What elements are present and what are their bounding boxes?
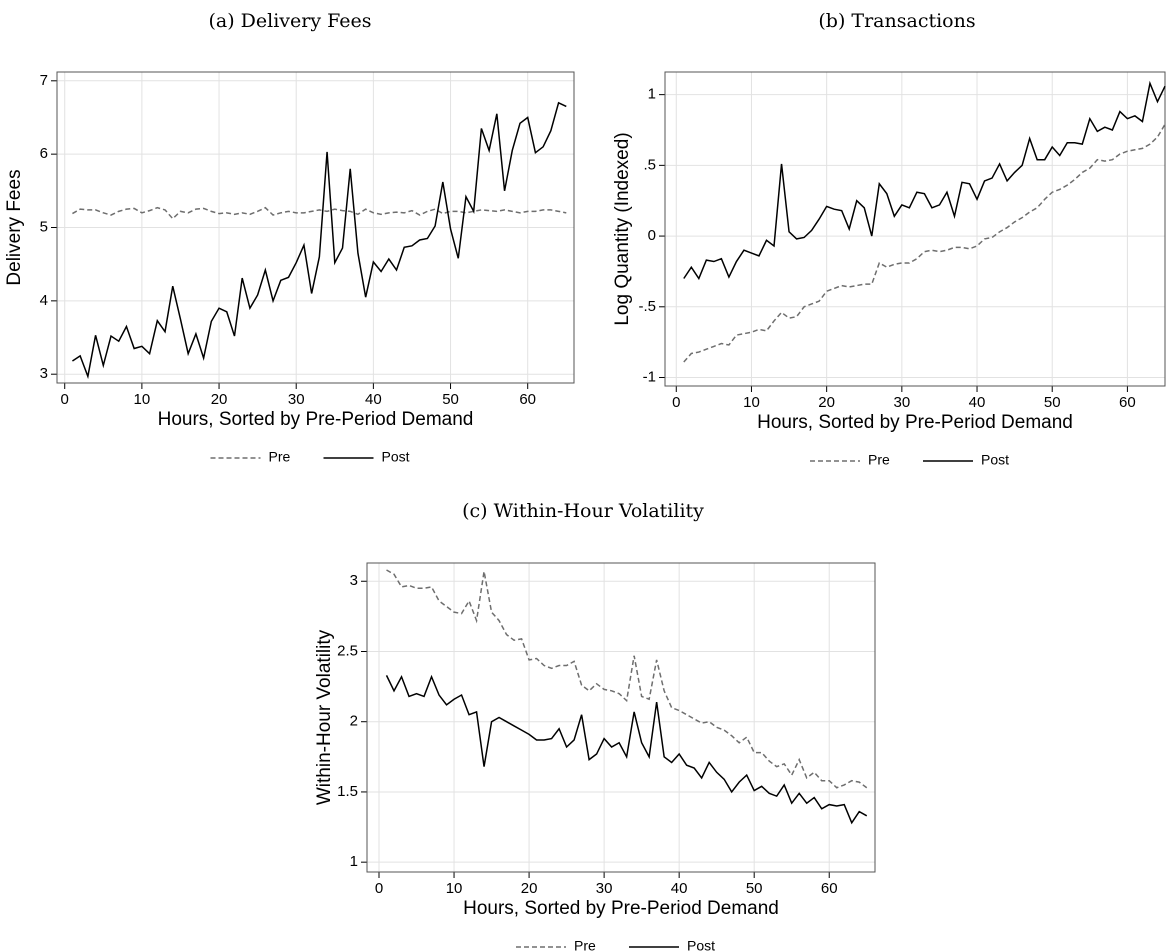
y-axis-label: Within-Hour Volatility bbox=[314, 629, 335, 805]
y-tick-label: 1 bbox=[350, 853, 358, 870]
x-axis-label: Hours, Sorted by Pre-Period Demand bbox=[757, 412, 1073, 433]
y-tick-label: .5 bbox=[643, 156, 656, 173]
plot-frame bbox=[664, 71, 1166, 387]
x-axis-label: Hours, Sorted by Pre-Period Demand bbox=[158, 409, 474, 430]
x-tick-label: 10 bbox=[446, 880, 463, 897]
data-line bbox=[683, 123, 1166, 363]
x-tick-label: 30 bbox=[596, 880, 613, 897]
x-tick-label: 60 bbox=[1119, 394, 1136, 411]
chart-title: (b) Transactions bbox=[818, 10, 975, 32]
x-tick-label: 40 bbox=[969, 394, 986, 411]
x-tick-label: 10 bbox=[134, 391, 151, 408]
y-tick-label: 2.5 bbox=[337, 642, 358, 659]
y-tick-label: 4 bbox=[40, 292, 48, 309]
x-tick-label: 40 bbox=[365, 391, 382, 408]
x-tick-label: 20 bbox=[818, 394, 835, 411]
x-tick-label: 50 bbox=[1044, 394, 1061, 411]
x-tick-label: 50 bbox=[442, 391, 459, 408]
y-tick-label: 0 bbox=[648, 227, 656, 244]
plot-frame bbox=[366, 562, 876, 873]
legend-label: Post bbox=[981, 452, 1009, 468]
x-tick-label: 20 bbox=[521, 880, 538, 897]
y-axis-label: Delivery Fees bbox=[4, 169, 25, 285]
y-tick-label: 3 bbox=[350, 572, 358, 589]
x-tick-label: 10 bbox=[743, 394, 760, 411]
legend-label: Pre bbox=[868, 452, 890, 468]
x-tick-label: 60 bbox=[519, 391, 536, 408]
legend-label: Pre bbox=[269, 449, 291, 465]
data-line bbox=[72, 101, 567, 380]
legend-label: Post bbox=[687, 938, 715, 951]
x-tick-label: 0 bbox=[375, 880, 383, 897]
y-tick-label: 7 bbox=[40, 72, 48, 89]
chart-title: (c) Within-Hour Volatility bbox=[462, 500, 704, 522]
x-tick-label: 0 bbox=[61, 391, 69, 408]
data-line bbox=[386, 569, 868, 789]
chart-title: (a) Delivery Fees bbox=[208, 10, 371, 32]
y-tick-label: -1 bbox=[643, 368, 656, 385]
legend-label: Pre bbox=[574, 938, 596, 951]
y-tick-label: 3 bbox=[40, 365, 48, 382]
x-axis-label: Hours, Sorted by Pre-Period Demand bbox=[463, 898, 779, 919]
y-tick-label: 1 bbox=[648, 86, 656, 103]
plot-frame bbox=[56, 71, 575, 384]
x-tick-label: 0 bbox=[672, 394, 680, 411]
x-tick-label: 40 bbox=[671, 880, 688, 897]
y-tick-label: 6 bbox=[40, 145, 48, 162]
y-tick-label: 2 bbox=[350, 713, 358, 730]
data-line bbox=[385, 674, 868, 825]
x-tick-label: 60 bbox=[821, 880, 838, 897]
y-axis-label: Log Quantity (Indexed) bbox=[612, 132, 633, 325]
data-line bbox=[72, 206, 567, 220]
legend-label: Post bbox=[382, 449, 410, 465]
x-tick-label: 30 bbox=[893, 394, 910, 411]
y-tick-label: -.5 bbox=[638, 298, 656, 315]
x-tick-label: 50 bbox=[746, 880, 763, 897]
x-tick-label: 30 bbox=[288, 391, 305, 408]
data-line bbox=[683, 80, 1166, 281]
y-tick-label: 5 bbox=[40, 218, 48, 235]
y-tick-label: 1.5 bbox=[337, 783, 358, 800]
x-tick-label: 20 bbox=[211, 391, 228, 408]
